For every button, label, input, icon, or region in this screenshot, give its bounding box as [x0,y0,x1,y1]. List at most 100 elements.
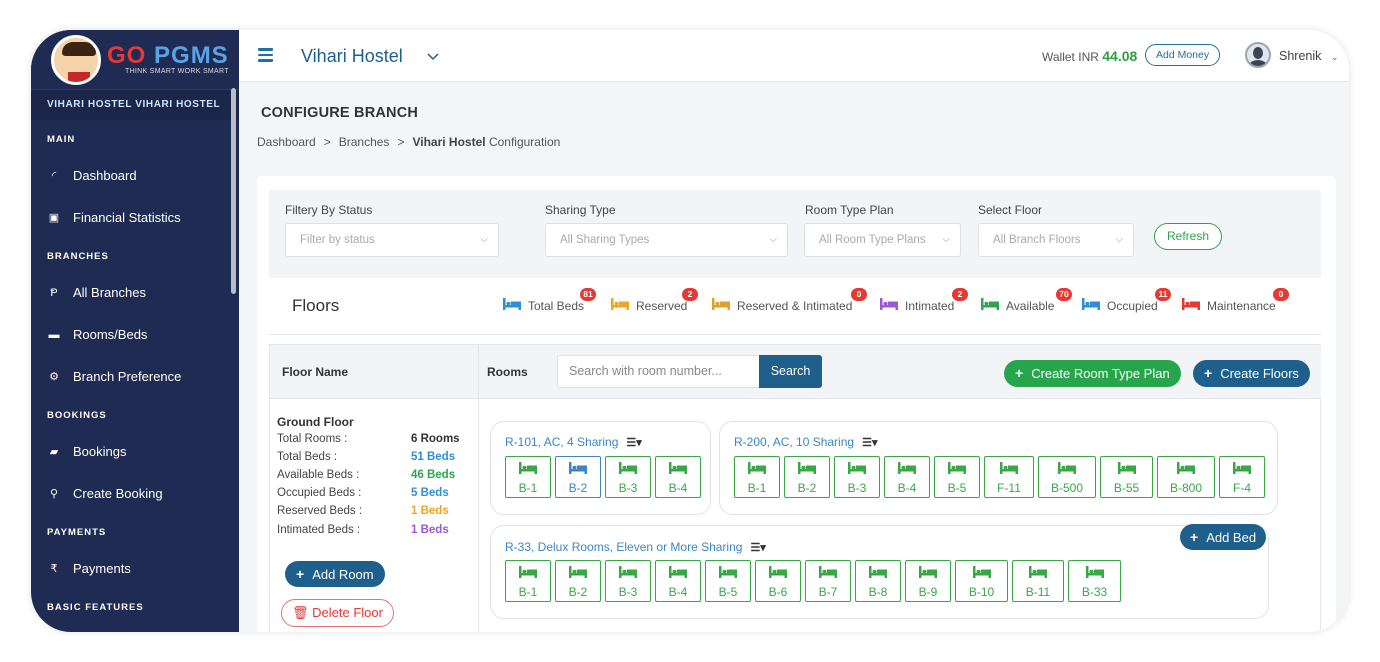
bed-icon [669,566,687,578]
bed-label: B-4 [668,481,688,495]
hostel-selector[interactable]: Vihari Hostel [301,46,403,66]
bed-tile[interactable]: B-2 [555,456,601,498]
add-room-button[interactable]: + Add Room [285,561,385,587]
room-type-plan-select[interactable]: All Room Type Plans ⌵ [804,223,961,257]
menu-dropdown-icon[interactable]: ☰▾ [750,542,766,554]
room-title[interactable]: R-33, Delux Rooms, Eleven or More Sharin… [505,540,766,554]
sidebar-item-financial[interactable]: ▣ Financial Statistics [31,210,181,225]
legend-label: Reserved [636,298,688,313]
bed-tile[interactable]: B-8 [855,560,901,602]
bed-icon: ▬ [48,328,60,341]
bed-tile[interactable]: B-7 [805,560,851,602]
speedometer-icon: ◜ [51,170,57,182]
sidebar-item-all-branches[interactable]: Ᵽ All Branches [31,285,146,300]
bed-tile[interactable]: B-4 [884,456,930,498]
bed-tile[interactable]: B-6 [755,560,801,602]
bed-tile[interactable]: B-3 [834,456,880,498]
bed-tile[interactable]: B-1 [505,560,551,602]
delete-floor-button[interactable]: 🗑 Delete Floor [281,599,394,627]
legend-intimated: Intimated [879,297,954,314]
stat-intimated-label: Intimated Beds : [277,524,361,536]
breadcrumb-hostel: Vihari Hostel [412,135,486,149]
add-money-button[interactable]: Add Money [1145,44,1221,66]
bed-label: B-5 [947,481,967,495]
bed-tile[interactable]: F-11 [984,456,1034,498]
bed-label: B-11 [1025,585,1051,599]
bed-icon [569,566,587,578]
sharing-type-value: All Sharing Types [560,234,650,246]
sidebar-item-label: Financial Statistics [73,210,181,225]
section-main: MAIN [47,134,76,145]
bed-tile[interactable]: B-11 [1012,560,1064,602]
menu-dropdown-icon[interactable]: ☰▾ [626,437,642,449]
bed-label: B-500 [1050,481,1084,495]
user-name[interactable]: Shrenik [1279,49,1322,63]
sidebar-item-payments[interactable]: ₹ Payments [31,561,131,576]
bed-tile[interactable]: B-9 [905,560,951,602]
logo[interactable]: GO PGMS THINK SMART WORK SMART [31,30,239,90]
wallet-amount: 44.08 [1102,48,1138,64]
select-floor-select[interactable]: All Branch Floors ⌵ [978,223,1134,257]
add-bed-button[interactable]: + Add Bed [1180,524,1267,550]
breadcrumb-dashboard[interactable]: Dashboard [257,135,316,149]
bed-tile[interactable]: B-3 [605,560,651,602]
bed-label: B-5 [718,585,738,599]
bed-tile[interactable]: B-10 [955,560,1008,602]
create-floors-button[interactable]: + Create Floors [1193,360,1310,387]
divider [269,334,1321,335]
search-button[interactable]: Search [759,355,822,388]
status-filter-select[interactable]: Filter by status ⌵ [285,223,499,257]
sidebar-item-create-booking[interactable]: ⚲ Create Booking [31,486,163,501]
bed-tile[interactable]: B-500 [1038,456,1096,498]
add-bed-label: Add Bed [1206,530,1257,545]
bed-icon [848,462,866,474]
bed-tile[interactable]: B-4 [655,456,701,498]
bed-tile[interactable]: B-55 [1100,456,1153,498]
legend-label: Intimated [905,298,955,313]
bed-tile[interactable]: B-1 [734,456,780,498]
delete-floor-label: Delete Floor [312,605,383,620]
create-room-type-plan-button[interactable]: + Create Room Type Plan [1004,360,1181,387]
bed-tile[interactable]: B-5 [705,560,751,602]
bed-icon [669,462,687,474]
bed-icon [972,566,991,578]
bed-tile[interactable]: B-800 [1157,456,1215,498]
breadcrumb-separator: > [323,135,331,149]
bed-tile[interactable]: B-1 [505,456,551,498]
menu-dropdown-icon[interactable]: ☰▾ [862,437,878,449]
bed-tile[interactable]: B-5 [934,456,980,498]
bed-tile[interactable]: B-4 [655,560,701,602]
breadcrumb-branches[interactable]: Branches [338,135,390,149]
sidebar-item-branch-preference[interactable]: ⚙ Branch Preference [31,369,181,384]
room-title[interactable]: R-200, AC, 10 Sharing ☰▾ [734,435,877,449]
stat-total-beds-label: Total Beds : [277,451,338,463]
app-frame: GO PGMS THINK SMART WORK SMART VIHARI HO… [31,30,1349,632]
sidebar-item-dashboard[interactable]: ◜ Dashboard [31,168,137,183]
gears-icon: ⚙ [49,371,59,383]
count-badge: 11 [1155,288,1171,301]
sidebar-item-label: Dashboard [73,168,137,183]
stat-intimated-value: 1 Beds [411,524,449,536]
bed-tile[interactable]: B-33 [1068,560,1121,602]
bed-icon [719,566,737,578]
bed-tile[interactable]: F-4 [1219,456,1265,498]
configure-card: Filtery By Status Filter by status ⌵ Shar… [257,176,1336,632]
bed-label: B-4 [668,585,688,599]
hamburger-menu-icon[interactable] [258,48,273,62]
room-search-input[interactable]: Search with room number... [557,355,759,388]
bed-tile[interactable]: B-2 [555,560,601,602]
refresh-button[interactable]: Refresh [1154,223,1223,250]
sidebar-item-rooms-beds[interactable]: ▬ Rooms/Beds [31,327,148,342]
chevron-down-icon[interactable]: ⌄ [1331,52,1339,62]
chevron-down-icon[interactable] [427,50,439,62]
bed-tile[interactable]: B-3 [605,456,651,498]
bed-icon [1117,462,1136,474]
avatar[interactable] [1245,42,1271,68]
bed-label: B-33 [1081,585,1108,599]
sidebar-item-bookings[interactable]: ▰ Bookings [31,444,127,459]
plus-icon: + [1204,365,1213,381]
sharing-type-select[interactable]: All Sharing Types ⌵ [545,223,788,257]
bed-tile[interactable]: B-2 [784,456,830,498]
room-title[interactable]: R-101, AC, 4 Sharing ☰▾ [505,435,642,449]
sidebar-scrollbar[interactable] [231,88,236,294]
